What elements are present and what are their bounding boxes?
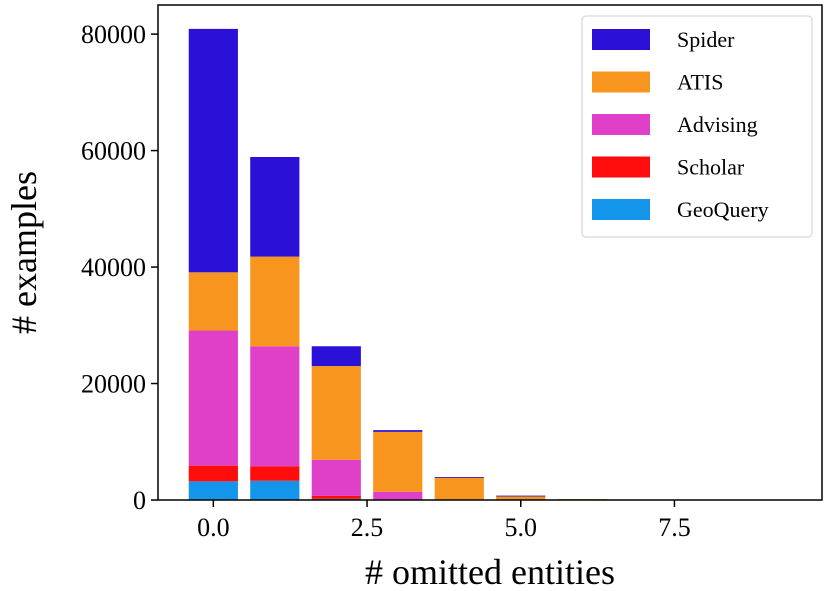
bar-atis-1 <box>250 256 300 347</box>
bar-atis-5 <box>496 495 546 500</box>
axes-layer: 0.0 2.5 5.0 7.5 0 20000 40000 60000 80000 <box>81 4 823 542</box>
legend-swatch-geoquery <box>592 199 650 220</box>
legend-label-spider: Spider <box>677 27 735 52</box>
x-tick-label: 5.0 <box>504 513 537 542</box>
bars-layer <box>188 28 669 501</box>
y-tick-label: 40000 <box>81 253 146 282</box>
bar-spider-0 <box>188 28 238 273</box>
bar-advising-1 <box>250 346 300 467</box>
bar-advising-2 <box>311 459 361 496</box>
bar-geoquery-1 <box>250 480 300 500</box>
bar-advising-3 <box>373 491 423 500</box>
legend-label-advising: Advising <box>677 112 758 137</box>
legend-label-atis: ATIS <box>677 70 723 95</box>
y-tick-label: 20000 <box>81 370 146 399</box>
legend-box <box>581 15 813 238</box>
bar-atis-3 <box>373 431 423 492</box>
bar-scholar-1 <box>250 466 300 481</box>
x-axis-label: # omitted entities <box>365 552 615 591</box>
bar-spider-1 <box>250 156 300 257</box>
legend-label-scholar: Scholar <box>677 155 745 180</box>
bar-spider-2 <box>311 346 361 367</box>
x-tick-label: 2.5 <box>351 513 384 542</box>
y-tick-label: 80000 <box>81 20 146 49</box>
legend-swatch-spider <box>592 29 650 50</box>
bar-spider-4 <box>434 476 484 478</box>
x-tick-label: 0.0 <box>197 513 230 542</box>
y-axis-label: # examples <box>4 171 44 334</box>
bar-advising-0 <box>188 330 238 466</box>
legend-swatch-atis <box>592 71 650 93</box>
bar-spider-5 <box>496 495 546 497</box>
bar-scholar-2 <box>311 495 361 499</box>
plot-frame <box>157 4 823 501</box>
bar-scholar-0 <box>188 465 238 482</box>
bar-atis-0 <box>188 272 238 331</box>
bar-geoquery-0 <box>188 481 238 500</box>
legend-swatch-scholar <box>592 156 650 178</box>
legend-label-geoquery: GeoQuery <box>677 197 769 222</box>
x-tick-label: 7.5 <box>658 513 691 542</box>
bar-spider-3 <box>373 430 423 432</box>
bar-atis-2 <box>311 366 361 460</box>
legend: Spider ATIS Advising Scholar GeoQuery <box>581 15 813 238</box>
y-tick-label: 0 <box>133 486 146 515</box>
bar-atis-4 <box>434 477 484 500</box>
legend-swatch-advising <box>592 114 650 135</box>
y-tick-label: 60000 <box>81 137 146 166</box>
